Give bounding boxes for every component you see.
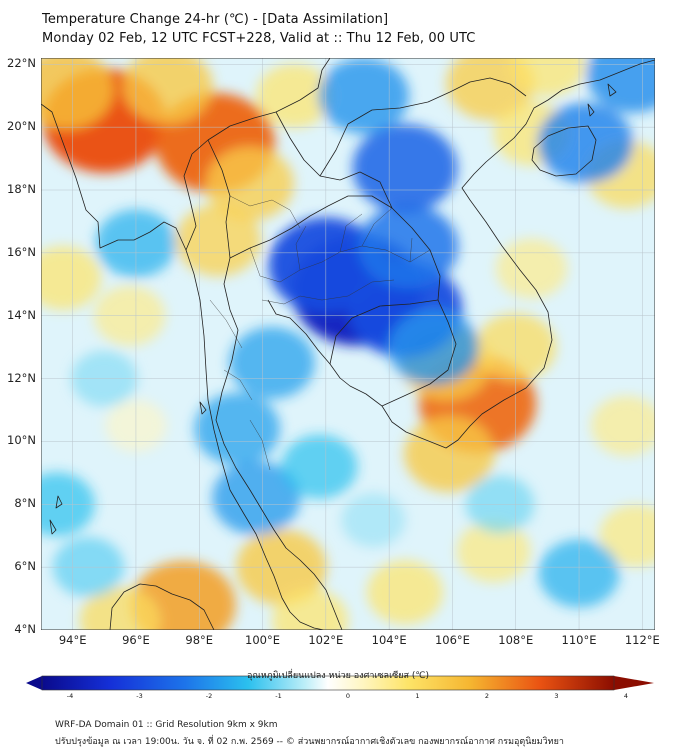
chart-subtitle: Monday 02 Feb, 12 UTC FCST+228, Valid at… xyxy=(42,31,476,46)
temperature-field xyxy=(41,58,655,630)
lon-label: 104°E xyxy=(371,633,407,647)
field-blob xyxy=(212,461,301,535)
colorbar-tick: -3 xyxy=(136,692,143,700)
field-blob xyxy=(229,326,315,399)
lat-label: 12°N xyxy=(7,370,36,385)
colorbar-frame xyxy=(41,675,615,691)
coastline-sumatra xyxy=(109,583,215,630)
field-blob xyxy=(599,504,655,567)
border-thailand-laos-mekong xyxy=(229,195,393,259)
colorbar-tick: 1 xyxy=(415,692,420,700)
field-blob xyxy=(41,58,114,130)
islands xyxy=(49,83,617,535)
field-blob xyxy=(537,102,633,183)
footer-credits: ปรับปรุงข้อมูล ณ เวลา 19:00น. วัน จ. ที่… xyxy=(55,737,564,747)
lat-label: 20°N xyxy=(7,119,36,134)
lon-label: 106°E xyxy=(434,633,470,647)
field-blob xyxy=(388,309,479,386)
chart-title: Temperature Change 24-hr (℃) - [Data Ass… xyxy=(42,12,389,27)
coastline-mainland xyxy=(41,103,325,630)
coastlines-borders xyxy=(41,58,655,630)
lat-label: 22°N xyxy=(7,56,36,71)
plot-area xyxy=(41,58,655,630)
border-thailand-north xyxy=(207,139,239,331)
field-blob xyxy=(281,434,358,499)
lat-label: 18°N xyxy=(7,182,36,196)
coastline-hainan xyxy=(531,125,597,177)
field-blob xyxy=(590,395,655,456)
colorbar-tick: 0 xyxy=(345,692,351,700)
lon-label: 102°E xyxy=(308,633,344,647)
field-blob xyxy=(272,588,349,630)
colorbar-tick: -1 xyxy=(275,692,282,700)
field-blob xyxy=(79,586,161,630)
colorbar-max-arrow xyxy=(614,676,654,690)
field-blob xyxy=(122,58,213,125)
field-blob xyxy=(318,58,410,134)
lon-label: 112°E xyxy=(624,633,660,647)
footer-domain-info: WRF-DA Domain 01 :: Grid Resolution 9km … xyxy=(55,720,278,730)
colorbar-tick: 3 xyxy=(554,692,559,700)
field-blob xyxy=(586,58,655,113)
colorbar-tick: -2 xyxy=(205,692,213,700)
field-blob xyxy=(41,246,102,310)
field-blob xyxy=(404,416,495,492)
internal-boundaries xyxy=(209,195,431,471)
colorbar-tick: 2 xyxy=(484,692,490,700)
lon-label: 100°E xyxy=(245,633,281,647)
field-blob xyxy=(352,124,458,212)
lat-label: 14°N xyxy=(7,307,36,322)
colorbar-min-arrow xyxy=(26,676,42,690)
border-thailand-cambodia xyxy=(329,299,439,365)
lon-label: 108°E xyxy=(498,633,534,647)
colorbar-gradient xyxy=(42,676,614,690)
coastline-malay-peninsula-east xyxy=(215,329,343,630)
coastline-gulf-of-thailand xyxy=(267,59,655,449)
graticule xyxy=(41,58,655,630)
lat-label: 6°N xyxy=(14,559,36,574)
border-vietnam-china xyxy=(319,77,527,177)
colorbar-tick: -4 xyxy=(66,692,74,700)
field-blob xyxy=(341,493,406,547)
lon-label: 98°E xyxy=(185,633,214,647)
lon-label: 94°E xyxy=(58,633,87,647)
border-myanmar xyxy=(183,58,331,251)
field-blob xyxy=(256,63,333,128)
lat-label: 10°N xyxy=(7,433,36,448)
field-blob xyxy=(175,204,262,277)
lon-label: 110°E xyxy=(561,633,597,647)
colorbar-tick: 4 xyxy=(623,692,629,700)
field-blob xyxy=(205,146,294,221)
lat-label: 16°N xyxy=(7,244,36,259)
colorbar-label: อุณหภูมิเปลี่ยนแปลง หน่วย องศาเซลเซียส (… xyxy=(246,671,430,681)
lon-label: 96°E xyxy=(122,633,150,647)
field-blob xyxy=(358,204,459,289)
lat-label: 8°N xyxy=(14,496,36,511)
field-blob xyxy=(509,58,586,97)
field-blob xyxy=(495,238,568,299)
border-laos xyxy=(275,111,457,407)
field-blob xyxy=(194,392,281,465)
field-blob xyxy=(366,560,443,625)
lat-label: 4°N xyxy=(14,622,36,636)
